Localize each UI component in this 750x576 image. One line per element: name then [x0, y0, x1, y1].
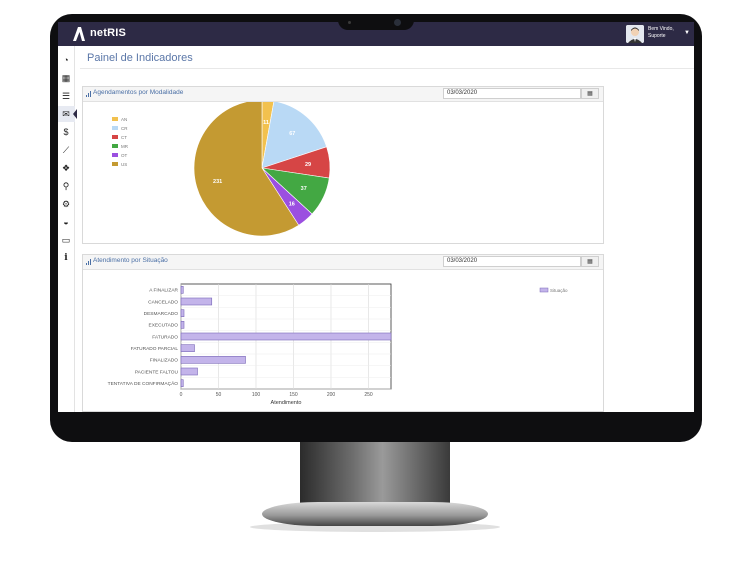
- line-chart-icon[interactable]: ⟋: [62, 145, 70, 155]
- app-screen: netRIS Bem Vindo, Suporte ▼ ◔ ▦ ☰ ✉ $ ⟋ ❖ ⚲ ⚙ ◒ ▭ i…: [58, 22, 694, 412]
- bar[interactable]: [180, 286, 184, 294]
- search-icon[interactable]: ⚲: [62, 181, 70, 191]
- slice-value-label: 67: [289, 131, 295, 137]
- camera-icon: [394, 19, 401, 26]
- category-label: TENTATIVA DE CONFIRMAÇÃO: [108, 380, 179, 387]
- panel-title: Atendimento por Situação: [93, 257, 168, 264]
- list-icon[interactable]: ☰: [61, 91, 71, 101]
- tachometer-icon[interactable]: ◒: [63, 217, 69, 227]
- monitor-stand-shadow: [250, 522, 500, 532]
- category-label: DESMARCADO: [144, 311, 179, 317]
- info-icon[interactable]: i: [64, 253, 68, 263]
- slice-value-label: 11: [263, 120, 269, 126]
- legend-swatch: [112, 153, 118, 157]
- bar[interactable]: [180, 332, 392, 341]
- slice-value-label: 37: [301, 186, 307, 192]
- pie-chart: AN CR CT MR OT US 11 67 29 37 16 231: [112, 102, 331, 237]
- x-tick-label: 0: [180, 392, 183, 398]
- category-label: FATURADO: [152, 334, 178, 340]
- panel-title: Agendamentos por Modalidade: [93, 89, 184, 96]
- slice-value-label: 29: [305, 162, 311, 168]
- category-label: EXECUTADO: [149, 323, 179, 329]
- bar[interactable]: [180, 344, 195, 352]
- monitor-stand-neck: [300, 442, 450, 508]
- legend-label: US: [121, 162, 127, 167]
- monitor-icon[interactable]: ▭: [61, 235, 71, 245]
- panel-atendimento-situacao: Atendimento por Situação ▦ 0 50 100 150 200 2…: [82, 254, 604, 412]
- panel-header: Agendamentos por Modalidade ▦: [83, 87, 603, 102]
- dashboard-icon[interactable]: ◔: [63, 55, 69, 65]
- user-greeting: Bem Vindo,: [648, 26, 674, 32]
- bar-chart: 0 50 100 150 200 250 A FINALIZAR CANCELADO DESMA…: [108, 283, 568, 406]
- sidebar: ◔ ▦ ☰ ✉ $ ⟋ ❖ ⚲ ⚙ ◒ ▭ i: [58, 46, 77, 412]
- category-label: FINALIZADO: [150, 358, 179, 364]
- bar[interactable]: [180, 367, 198, 376]
- x-tick-label: 200: [327, 392, 336, 398]
- user-name: Suporte: [648, 33, 666, 39]
- x-axis-label: Atendimento: [271, 400, 302, 406]
- slice-value-label: 16: [289, 201, 295, 207]
- monitor-stand-base: [262, 502, 488, 526]
- bar[interactable]: [180, 379, 184, 387]
- user-avatar-icon: [626, 25, 644, 43]
- date-field[interactable]: [443, 256, 581, 267]
- legend-label: AN: [121, 117, 127, 122]
- bar[interactable]: [180, 321, 185, 329]
- calendar-icon: ▦: [587, 259, 593, 265]
- legend-swatch: [112, 126, 118, 130]
- bar[interactable]: [180, 309, 185, 317]
- category-label: FATURADO PARCIAL: [131, 346, 179, 352]
- legend-swatch: [112, 135, 118, 139]
- calendar-icon: ▦: [587, 91, 593, 97]
- legend-label: MR: [121, 144, 129, 149]
- cubes-icon[interactable]: ❖: [61, 163, 71, 173]
- category-label: A FINALIZAR: [149, 288, 178, 294]
- pie-slice[interactable]: [193, 102, 300, 237]
- calendar-icon[interactable]: ▦: [61, 73, 71, 83]
- dollar-icon[interactable]: $: [63, 127, 69, 137]
- legend-label: Situação: [550, 288, 568, 293]
- bar-chart-icon: [86, 91, 91, 97]
- title-divider: [80, 68, 694, 69]
- legend-label: CT: [121, 135, 127, 140]
- sidebar-active-pointer: [73, 109, 77, 119]
- chevron-down-icon[interactable]: ▼: [684, 30, 690, 36]
- x-tick-label: 250: [364, 392, 373, 398]
- x-tick-label: 50: [216, 392, 222, 398]
- sensor-dot: [348, 21, 351, 24]
- netris-logo-icon[interactable]: [72, 26, 86, 42]
- bar[interactable]: [180, 297, 213, 306]
- envelope-icon[interactable]: ✉: [62, 109, 70, 119]
- bar[interactable]: [180, 356, 246, 364]
- category-label: CANCELADO: [148, 299, 178, 305]
- legend-swatch: [539, 287, 549, 293]
- legend-swatch: [112, 144, 118, 148]
- calendar-button[interactable]: ▦: [581, 88, 599, 99]
- sidebar-active-highlight: [58, 106, 75, 122]
- legend-swatch: [112, 162, 118, 166]
- panel-agendamentos-modalidade: Agendamentos por Modalidade ▦ AN CR CT MR OT…: [82, 86, 604, 244]
- monitor-notch: [338, 14, 414, 30]
- legend-label: OT: [121, 153, 128, 158]
- bar-chart-icon: [86, 259, 91, 265]
- page-title: Painel de Indicadores: [87, 52, 193, 64]
- pie-slice[interactable]: [261, 102, 275, 169]
- avatar[interactable]: [626, 25, 644, 43]
- x-tick-label: 150: [289, 392, 298, 398]
- slice-value-label: 231: [213, 179, 222, 185]
- app-name[interactable]: netRIS: [90, 27, 127, 39]
- calendar-button[interactable]: ▦: [581, 256, 599, 267]
- pie-slice[interactable]: [261, 102, 327, 169]
- x-tick-label: 100: [252, 392, 261, 398]
- panel-header: Atendimento por Situação ▦: [83, 255, 603, 270]
- category-label: PACIENTE FALTOU: [135, 369, 179, 375]
- legend-label: CR: [121, 126, 128, 131]
- date-field[interactable]: [443, 88, 581, 99]
- user-info[interactable]: Bem Vindo, Suporte: [648, 26, 674, 40]
- cogs-icon[interactable]: ⚙: [61, 199, 71, 209]
- legend-swatch: [112, 117, 118, 121]
